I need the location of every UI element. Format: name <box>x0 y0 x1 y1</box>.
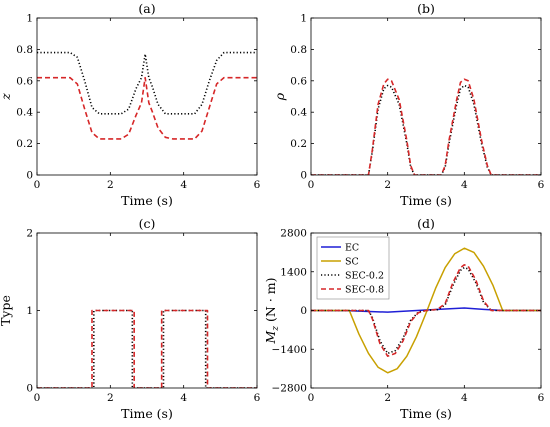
panel-c: (c) 0 2 4 6 0 1 2 Time (s) Type <box>0 216 261 421</box>
series-line-1 <box>311 78 541 175</box>
x-tick-label: 2 <box>384 179 391 191</box>
x-tick-label: 2 <box>107 179 114 191</box>
axes-frame <box>36 232 258 389</box>
series-line-1 <box>37 309 257 388</box>
y-tick-label: −2800 <box>271 383 307 395</box>
legend-label-sec-0-8: SEC-0.8 <box>345 285 384 296</box>
y-tick-label: 0.6 <box>16 75 33 87</box>
y-tick-label: 2 <box>26 228 33 240</box>
chart-title: (b) <box>417 1 435 16</box>
y-tick-label: 0 <box>26 170 33 182</box>
x-axis-label: Time (s) <box>400 193 452 208</box>
legend-label-sec-0-2: SEC-0.2 <box>345 271 384 282</box>
y-tick-label: −1400 <box>271 344 307 356</box>
x-tick-label: 0 <box>308 179 315 191</box>
y-tick-label: 0.2 <box>16 138 33 150</box>
y-tick-label: 0.6 <box>290 75 307 87</box>
x-tick-label: 2 <box>107 392 114 404</box>
series-group <box>311 247 541 374</box>
legend-label-ec: EC <box>345 243 359 254</box>
series-line-sec-0-2 <box>311 266 541 355</box>
x-tick-label: 0 <box>308 392 315 404</box>
series-group <box>37 51 257 140</box>
y-tick-label: 0 <box>26 383 33 395</box>
chart-title: (d) <box>417 216 435 231</box>
series-line-1 <box>37 76 257 140</box>
y-tick-label: 1400 <box>280 266 307 278</box>
y-tick-label: 0.4 <box>290 107 307 119</box>
panel-a: (a) 0 2 4 6 0 0.2 0.4 0.6 0.8 1 Time (s) z <box>0 1 261 208</box>
x-axis-label: Time (s) <box>400 406 452 421</box>
y-tick-label: 0 <box>300 305 307 317</box>
x-tick-label: 4 <box>180 179 187 191</box>
y-tick-label: 0.8 <box>16 44 33 56</box>
y-axis-label: Type <box>0 295 13 326</box>
y-label-unit: (N · m) <box>263 278 278 326</box>
x-tick-label: 4 <box>461 392 468 404</box>
y-tick-label: 1 <box>26 305 33 317</box>
x-tick-label: 6 <box>254 179 261 191</box>
chart-title: (a) <box>138 1 155 16</box>
panel-b: (b) 0 2 4 6 0 0.2 0.4 0.6 0.8 1 Time (s) ρ <box>272 1 545 208</box>
x-tick-label: 0 <box>34 392 41 404</box>
y-tick-label: 1 <box>26 13 33 25</box>
x-tick-label: 2 <box>384 392 391 404</box>
chart-title: (c) <box>139 216 156 231</box>
axes-frame <box>310 17 542 176</box>
series-group <box>311 78 541 175</box>
y-tick-label: 2800 <box>280 228 307 240</box>
series-line-0 <box>37 309 257 388</box>
x-tick-label: 6 <box>254 392 261 404</box>
y-label-sub: z <box>271 326 281 332</box>
series-line-sc <box>311 247 541 374</box>
y-tick-label: 0.8 <box>290 44 307 56</box>
y-tick-label: 0 <box>300 170 307 182</box>
series-line-sec-0-8 <box>311 264 541 357</box>
y-axis-label: Mz (N · m) <box>263 278 281 345</box>
axes-frame <box>36 17 258 176</box>
y-tick-label: 0.4 <box>16 107 33 119</box>
y-label-main: M <box>263 330 278 345</box>
y-axis-label: ρ <box>272 92 287 101</box>
series-line-0 <box>311 84 541 175</box>
x-axis-label: Time (s) <box>121 193 173 208</box>
series-line-0 <box>37 51 257 115</box>
x-tick-label: 4 <box>461 179 468 191</box>
x-tick-label: 4 <box>180 392 187 404</box>
legend-label-sc: SC <box>345 257 359 268</box>
x-axis-label: Time (s) <box>121 406 173 421</box>
x-tick-label: 6 <box>538 179 545 191</box>
y-axis-label: z <box>0 93 13 101</box>
y-tick-label: 0.2 <box>290 138 307 150</box>
x-tick-label: 0 <box>34 179 41 191</box>
legend: EC SC SEC-0.2 SEC-0.8 <box>316 236 390 300</box>
panel-d: (d) 0 2 4 6 −2800 −1400 0 1400 2800 Time (s) Mz (N … <box>263 216 545 421</box>
series-group <box>37 309 257 388</box>
y-tick-label: 1 <box>300 13 307 25</box>
x-tick-label: 6 <box>538 392 545 404</box>
